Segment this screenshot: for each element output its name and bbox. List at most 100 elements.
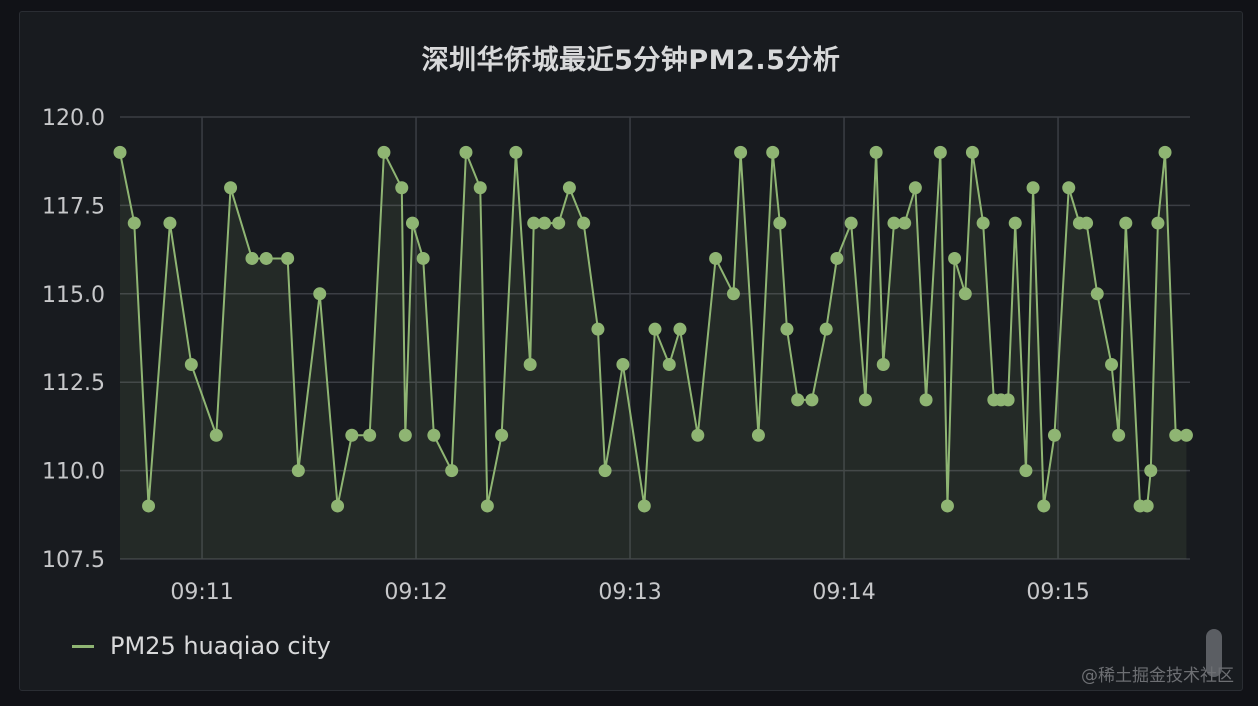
data-point	[1112, 428, 1126, 442]
data-point	[673, 322, 687, 336]
data-point	[552, 216, 566, 230]
x-tick-label: 09:14	[812, 580, 875, 605]
data-point	[958, 287, 972, 301]
x-tick-label: 09:15	[1026, 580, 1089, 605]
data-point	[898, 216, 912, 230]
data-point	[398, 428, 412, 442]
y-tick-label: 112.5	[42, 371, 105, 396]
data-point	[1105, 358, 1119, 372]
data-point	[184, 358, 198, 372]
data-point	[523, 358, 537, 372]
data-point	[965, 145, 979, 159]
data-point	[473, 181, 487, 195]
data-point	[577, 216, 591, 230]
data-point	[527, 216, 541, 230]
data-point	[858, 393, 872, 407]
data-point	[1144, 464, 1158, 478]
data-point	[691, 428, 705, 442]
data-point	[1158, 145, 1172, 159]
data-point	[709, 251, 723, 265]
data-point	[395, 181, 409, 195]
data-point	[1169, 428, 1183, 442]
y-tick-label: 110.0	[42, 460, 105, 485]
data-point	[224, 181, 238, 195]
data-point	[773, 216, 787, 230]
watermark: @稀土掘金技术社区	[1081, 666, 1234, 686]
data-point	[751, 428, 765, 442]
data-point	[1119, 216, 1133, 230]
data-point	[1062, 181, 1076, 195]
x-tick-label: 09:11	[170, 580, 233, 605]
data-point	[562, 181, 576, 195]
y-tick-label: 115.0	[42, 283, 105, 308]
data-point	[405, 216, 419, 230]
y-tick-label: 120.0	[42, 106, 105, 131]
data-point	[933, 145, 947, 159]
data-point	[616, 358, 630, 372]
data-point	[940, 499, 954, 513]
data-point	[459, 145, 473, 159]
data-point	[537, 216, 551, 230]
legend-swatch	[72, 644, 94, 648]
data-point	[844, 216, 858, 230]
data-point	[948, 251, 962, 265]
data-point	[830, 251, 844, 265]
data-point	[509, 145, 523, 159]
data-point	[908, 181, 922, 195]
data-point	[291, 464, 305, 478]
chart-title: 深圳华侨城最近5分钟PM2.5分析	[421, 45, 841, 76]
y-tick-label: 117.5	[42, 194, 105, 219]
data-point	[209, 428, 223, 442]
data-point	[976, 216, 990, 230]
data-point	[598, 464, 612, 478]
data-point	[726, 287, 740, 301]
data-point	[734, 145, 748, 159]
data-point	[780, 322, 794, 336]
data-point	[766, 145, 780, 159]
x-tick-label: 09:13	[598, 580, 661, 605]
data-point	[1001, 393, 1015, 407]
data-point	[163, 216, 177, 230]
data-point	[113, 145, 127, 159]
data-point	[1008, 216, 1022, 230]
data-point	[127, 216, 141, 230]
data-point	[876, 358, 890, 372]
data-point	[1019, 464, 1033, 478]
data-point	[480, 499, 494, 513]
data-point	[1047, 428, 1061, 442]
data-point	[662, 358, 676, 372]
data-point	[331, 499, 345, 513]
data-point	[416, 251, 430, 265]
data-point	[345, 428, 359, 442]
scrollbar-thumb[interactable]	[1206, 629, 1222, 677]
data-point	[805, 393, 819, 407]
legend[interactable]: PM25 huaqiao city	[72, 632, 331, 660]
data-point	[363, 428, 377, 442]
data-point	[1037, 499, 1051, 513]
data-point	[1179, 428, 1193, 442]
data-point	[791, 393, 805, 407]
y-tick-label: 107.5	[42, 548, 105, 573]
data-point	[142, 499, 156, 513]
data-point	[1090, 287, 1104, 301]
data-point	[313, 287, 327, 301]
data-point	[427, 428, 441, 442]
data-point	[869, 145, 883, 159]
data-point	[887, 216, 901, 230]
data-point	[1140, 499, 1154, 513]
data-point	[919, 393, 933, 407]
series-line	[119, 151, 1187, 507]
data-point	[591, 322, 605, 336]
x-tick-label: 09:12	[384, 580, 447, 605]
data-point	[819, 322, 833, 336]
data-point	[495, 428, 509, 442]
series-area	[120, 152, 1187, 560]
data-point	[281, 251, 295, 265]
data-point	[1080, 216, 1094, 230]
data-point	[259, 251, 273, 265]
data-point	[648, 322, 662, 336]
legend-label[interactable]: PM25 huaqiao city	[110, 632, 331, 660]
data-point	[1026, 181, 1040, 195]
data-point	[245, 251, 259, 265]
